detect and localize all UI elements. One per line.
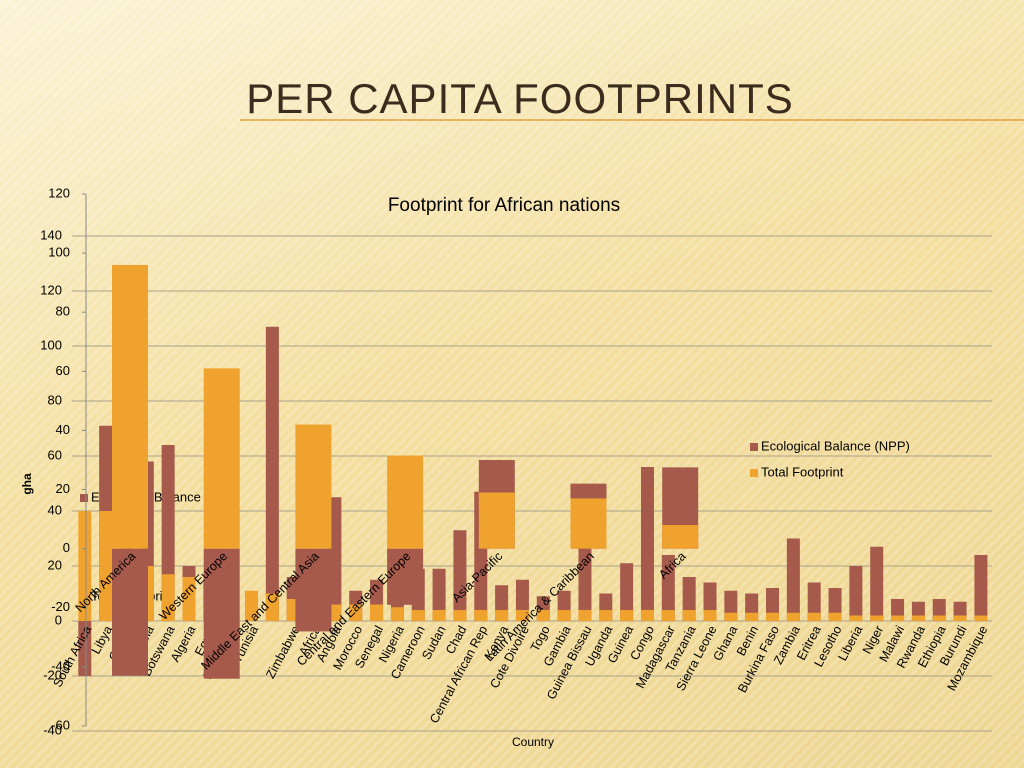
y-tick-label: 140	[40, 227, 62, 242]
bar	[620, 610, 634, 621]
bar	[640, 467, 654, 621]
bar	[474, 610, 488, 621]
bar	[295, 548, 332, 632]
bar	[112, 548, 148, 676]
y-tick-label: 0	[63, 540, 70, 555]
y-tick-label: 120	[48, 185, 70, 200]
bar	[932, 615, 946, 621]
y-tick-label: 60	[56, 363, 70, 378]
y-tick-label: 60	[48, 447, 62, 462]
y-tick-label: 20	[48, 557, 62, 572]
bar	[453, 530, 467, 621]
bar	[974, 615, 988, 621]
bar	[265, 593, 279, 621]
y-tick-label: 20	[56, 481, 70, 496]
bar	[453, 610, 467, 621]
bar	[349, 604, 363, 621]
bar	[849, 566, 863, 621]
y-tick-label: 80	[48, 392, 62, 407]
y-tick-label: 100	[40, 337, 62, 352]
legend-label: Total Footprint	[761, 464, 844, 479]
slide-title: PER CAPITA FOOTPRINTS	[246, 75, 794, 122]
bar	[661, 555, 675, 621]
bar	[478, 492, 515, 549]
bar	[870, 546, 884, 621]
bar	[766, 612, 780, 621]
bar	[661, 610, 675, 621]
legend-swatch	[750, 469, 758, 477]
bar	[911, 615, 925, 621]
y-tick-label: 40	[56, 422, 70, 437]
bar	[432, 610, 446, 621]
y-tick-label: -60	[51, 717, 70, 732]
bar	[640, 610, 654, 621]
bar	[387, 455, 424, 549]
bar	[662, 525, 699, 549]
bar	[411, 610, 425, 621]
y-tick-label: -40	[51, 658, 70, 673]
bar	[328, 497, 342, 621]
legend-swatch	[80, 494, 88, 502]
bar	[387, 548, 424, 605]
bar	[99, 511, 113, 621]
bar	[724, 612, 738, 621]
bar	[807, 612, 821, 621]
bar	[953, 615, 967, 621]
bar	[807, 582, 821, 621]
y-tick-label: 80	[56, 304, 70, 319]
bar	[370, 604, 384, 621]
y-tick-label: 120	[40, 282, 62, 297]
bar	[974, 555, 988, 621]
bar	[620, 563, 634, 621]
bar	[703, 610, 717, 621]
bar	[578, 610, 592, 621]
bar	[849, 615, 863, 621]
bar	[265, 326, 279, 621]
bar	[295, 424, 332, 549]
y-tick-label: 0	[55, 612, 62, 627]
bar	[78, 621, 92, 676]
bar	[495, 610, 509, 621]
bar	[536, 610, 550, 621]
bar	[328, 604, 342, 621]
bar	[432, 568, 446, 621]
bar	[203, 548, 240, 679]
bar	[203, 368, 240, 549]
bar	[182, 577, 196, 621]
bar	[745, 612, 759, 621]
legend-label: Ecological Balance (NPP)	[761, 438, 910, 453]
y-tick-label: 40	[48, 502, 62, 517]
bar	[786, 538, 800, 621]
bar	[78, 511, 92, 621]
bar	[786, 612, 800, 621]
bar	[515, 610, 529, 621]
bar	[682, 610, 696, 621]
bar	[891, 615, 905, 621]
bar	[570, 498, 607, 549]
y-axis-label: gha	[20, 473, 34, 495]
bar	[828, 612, 842, 621]
bar	[161, 574, 175, 621]
bar	[245, 590, 259, 621]
y-tick-label: -20	[51, 599, 70, 614]
chart-title: Footprint for African nations	[388, 195, 620, 216]
bar	[390, 607, 404, 621]
y-tick-label: 100	[48, 245, 70, 260]
x-axis-label: Country	[512, 735, 554, 749]
y-tick-label: -20	[43, 667, 62, 682]
bar	[557, 610, 571, 621]
bar	[112, 264, 148, 549]
y-tick-label: -40	[43, 722, 62, 737]
bar	[870, 615, 884, 621]
legend-swatch	[750, 443, 758, 451]
bar	[599, 610, 613, 621]
